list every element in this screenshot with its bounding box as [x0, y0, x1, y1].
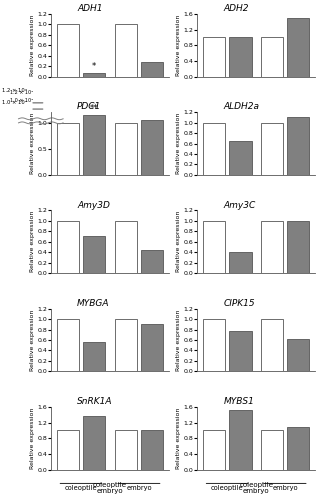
Bar: [141, 250, 163, 273]
Bar: [57, 122, 79, 175]
Bar: [115, 319, 137, 372]
Bar: [261, 221, 283, 273]
Bar: [229, 141, 252, 175]
Text: 1.0 × 10⁴: 1.0 × 10⁴: [2, 100, 27, 105]
Text: *: *: [92, 62, 96, 72]
Bar: [261, 319, 283, 372]
Bar: [83, 115, 106, 175]
Bar: [203, 319, 225, 372]
Y-axis label: Relative expression: Relative expression: [30, 14, 34, 76]
Text: ADH2: ADH2: [223, 4, 249, 13]
Bar: [203, 38, 225, 76]
Bar: [203, 122, 225, 175]
Bar: [287, 118, 309, 175]
Text: coleoptile: coleoptile: [211, 484, 243, 490]
Bar: [203, 430, 225, 470]
Bar: [287, 18, 309, 76]
Bar: [141, 430, 163, 470]
Bar: [141, 324, 163, 372]
Bar: [57, 221, 79, 273]
Y-axis label: Relative expression: Relative expression: [30, 211, 34, 272]
Y-axis label: Relative expression: Relative expression: [176, 408, 181, 469]
Bar: [287, 221, 309, 273]
Bar: [141, 62, 163, 76]
Bar: [261, 430, 283, 470]
Bar: [115, 122, 137, 175]
Y-axis label: Relative expression: Relative expression: [176, 310, 181, 370]
Bar: [83, 236, 106, 273]
Text: coleoptile: coleoptile: [239, 482, 273, 488]
Text: CIPK15: CIPK15: [223, 299, 255, 308]
Bar: [203, 221, 225, 273]
Bar: [261, 38, 283, 76]
Text: Amy3C: Amy3C: [223, 200, 256, 209]
Y-axis label: Relative expression: Relative expression: [30, 113, 35, 174]
Text: embryo: embryo: [97, 488, 123, 494]
Bar: [287, 339, 309, 372]
Bar: [57, 319, 79, 372]
Bar: [229, 331, 252, 372]
Bar: [83, 73, 106, 76]
Text: SnRK1A: SnRK1A: [77, 397, 113, 406]
Text: embryo: embryo: [126, 484, 152, 490]
Bar: [287, 426, 309, 470]
Text: **: **: [90, 104, 99, 114]
Bar: [83, 416, 106, 470]
Y-axis label: Relative expression: Relative expression: [176, 113, 181, 174]
Text: 1.0 × 10⁴: 1.0 × 10⁴: [10, 98, 33, 103]
Text: ALDH2a: ALDH2a: [223, 102, 259, 112]
Text: Amy3D: Amy3D: [77, 200, 110, 209]
Bar: [115, 430, 137, 470]
Y-axis label: Relative expression: Relative expression: [176, 14, 181, 76]
Bar: [261, 122, 283, 175]
Bar: [229, 410, 252, 470]
Text: ADH1: ADH1: [77, 4, 103, 13]
Bar: [115, 24, 137, 76]
Text: embryo: embryo: [243, 488, 270, 494]
Bar: [57, 430, 79, 470]
Text: coleoptile: coleoptile: [93, 482, 127, 488]
Text: MYBGA: MYBGA: [77, 299, 110, 308]
Bar: [115, 221, 137, 273]
Y-axis label: Relative expression: Relative expression: [30, 408, 34, 469]
Bar: [83, 342, 106, 372]
Bar: [229, 38, 252, 76]
Y-axis label: Relative expression: Relative expression: [176, 211, 181, 272]
Text: 1.2 × 10⁴: 1.2 × 10⁴: [2, 88, 27, 93]
Text: coleoptile: coleoptile: [65, 484, 97, 490]
Bar: [57, 24, 79, 76]
Text: PDC1: PDC1: [77, 102, 101, 112]
Text: MYBS1: MYBS1: [223, 397, 254, 406]
Text: embryo: embryo: [272, 484, 298, 490]
Bar: [229, 252, 252, 273]
Text: 1.2 × 10⁴: 1.2 × 10⁴: [10, 90, 33, 94]
Bar: [141, 120, 163, 175]
Y-axis label: Relative expression: Relative expression: [30, 310, 34, 370]
